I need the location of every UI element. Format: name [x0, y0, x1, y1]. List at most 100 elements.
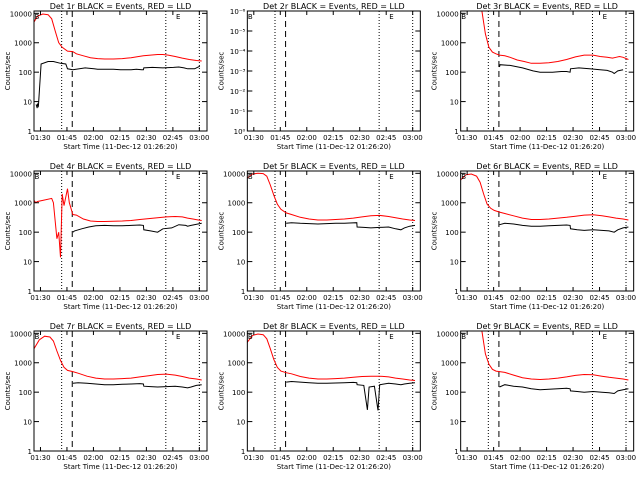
y-tick-label: 1 [241, 448, 245, 456]
x-tick-label: 01:30 [30, 454, 50, 462]
x-tick-label: 03:00 [616, 134, 636, 142]
plot-area [481, 331, 629, 451]
y-tick-label: 1000 [14, 40, 32, 48]
x-tick-label: 01:45 [484, 294, 504, 302]
series-events [499, 384, 629, 395]
x-axis-label: Start Time (11-Dec-12 01:26:20) [63, 143, 177, 151]
x-axis-label: Start Time (11-Dec-12 01:26:20) [277, 463, 391, 471]
y-tick-label: 100 [445, 69, 458, 77]
marker-b: B [248, 13, 253, 21]
plot-area [247, 171, 416, 291]
x-tick-label: 02:15 [110, 454, 130, 462]
panel-6: Det 6r BLACK = Events, RED = LLD 01:30 01:… [431, 162, 636, 311]
plot-area [34, 171, 202, 291]
x-tick-label: 02:45 [163, 134, 183, 142]
x-tick-label: 03:00 [189, 454, 209, 462]
y-tick-label: 1000 [14, 360, 32, 368]
series-events [72, 382, 202, 389]
x-tick-label: 02:45 [376, 134, 396, 142]
x-tick-label: 01:30 [244, 454, 264, 462]
marker-b: B [461, 13, 466, 21]
y-axis-label: Counts/sec [217, 372, 225, 411]
y-tick-label: 10 [23, 99, 32, 107]
series-lld [34, 188, 202, 258]
panel-3: Det 3r BLACK = Events, RED = LLD 01:30 01:… [431, 2, 636, 151]
axes-frame [246, 170, 421, 292]
x-tick-label: 01:45 [57, 454, 77, 462]
y-tick-label: 1000 [441, 360, 459, 368]
x-tick-label: 01:30 [457, 134, 477, 142]
x-tick-label: 03:00 [403, 294, 423, 302]
panel-9: Det 9r BLACK = Events, RED = LLD 01:30 01:… [431, 322, 636, 471]
y-tick-label: 1 [28, 288, 32, 296]
marker-b: B [461, 333, 466, 341]
panel-7: Det 7r BLACK = Events, RED = LLD 01:30 01:… [4, 322, 209, 471]
y-axis-label: Counts/sec [4, 372, 12, 411]
y-tick-label: 10000 [223, 170, 245, 178]
x-tick-label: 02:15 [536, 294, 556, 302]
y-axis-label: Counts/sec [431, 372, 439, 411]
x-axis-label: Start Time (11-Dec-12 01:26:20) [277, 303, 391, 311]
panel-title: Det 4r BLACK = Events, RED = LLD [50, 162, 192, 171]
x-tick-label: 02:00 [297, 134, 317, 142]
plot-area [247, 331, 416, 451]
x-tick-label: 01:30 [244, 294, 264, 302]
x-tick-label: 02:30 [563, 134, 583, 142]
marker-e: E [176, 173, 180, 181]
x-tick-label: 02:00 [297, 454, 317, 462]
axes-frame [460, 170, 635, 292]
y-tick-label: 10 [236, 259, 245, 267]
x-tick-label: 02:15 [110, 294, 130, 302]
series-lld [34, 335, 202, 381]
x-tick-label: 02:45 [163, 454, 183, 462]
x-tick-label: 03:00 [189, 294, 209, 302]
series-lld [481, 11, 629, 64]
x-tick-label: 02:00 [510, 134, 530, 142]
axes-frame [33, 170, 208, 292]
y-tick-label: 1000 [441, 200, 459, 208]
marker-e: E [389, 13, 393, 21]
panel-title: Det 1r BLACK = Events, RED = LLD [50, 2, 192, 11]
y-tick-label: 10⁰ [234, 128, 246, 136]
y-tick-label: 1 [454, 288, 458, 296]
y-tick-label: 10 [450, 259, 459, 267]
y-tick-label: 1000 [441, 40, 459, 48]
x-tick-label: 03:00 [189, 134, 209, 142]
y-tick-label: 100 [445, 229, 458, 237]
y-tick-label: 1000 [228, 360, 246, 368]
series-lld [247, 333, 416, 381]
x-tick-label: 02:00 [83, 294, 103, 302]
x-tick-label: 02:15 [536, 134, 556, 142]
y-tick-label: 100 [445, 389, 458, 397]
marker-e: E [389, 333, 393, 341]
panel-title: Det 9r BLACK = Events, RED = LLD [476, 322, 618, 331]
axes-frame [33, 10, 208, 132]
axes-frame [33, 330, 208, 452]
panel-4: Det 4r BLACK = Events, RED = LLD 01:30 01:… [4, 162, 209, 311]
plot-area [34, 11, 202, 131]
y-tick-label: 10 [23, 419, 32, 427]
x-tick-label: 01:30 [457, 454, 477, 462]
x-tick-label: 02:30 [136, 294, 156, 302]
panel-8: Det 8r BLACK = Events, RED = LLD 01:30 01:… [217, 322, 422, 471]
x-tick-label: 02:45 [376, 454, 396, 462]
x-tick-label: 02:30 [136, 454, 156, 462]
y-tick-label: 10⁻⁴ [230, 48, 246, 56]
x-tick-label: 02:45 [376, 294, 396, 302]
series-events [286, 222, 416, 231]
axes-frame [246, 330, 421, 452]
axes-frame [460, 330, 635, 452]
series-lld [481, 331, 629, 381]
marker-b: B [35, 173, 40, 181]
x-tick-label: 02:30 [563, 294, 583, 302]
y-tick-label: 100 [232, 389, 245, 397]
y-tick-label: 100 [19, 69, 32, 77]
panel-title: Det 7r BLACK = Events, RED = LLD [50, 322, 192, 331]
y-tick-label: 100 [19, 389, 32, 397]
y-tick-label: 10⁻⁵ [230, 28, 246, 36]
y-tick-label: 10000 [10, 330, 32, 338]
x-tick-label: 02:00 [510, 294, 530, 302]
marker-e: E [176, 333, 180, 341]
